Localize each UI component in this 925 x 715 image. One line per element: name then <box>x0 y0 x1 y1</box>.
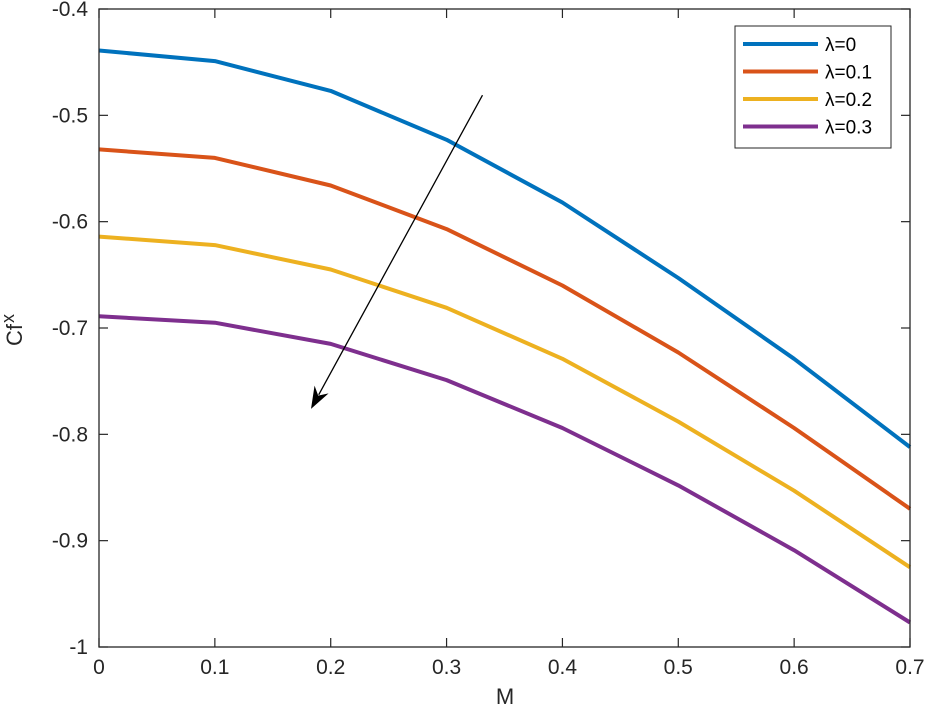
legend-label-3: λ=0.3 <box>825 118 872 139</box>
series-lines <box>98 48 912 625</box>
y-tick-label: -0.8 <box>52 423 88 446</box>
x-axis-tick-labels: 0 0.1 0.2 0.3 0.4 0.5 0.6 0.7 <box>93 656 924 679</box>
svg-text:Cfx: Cfx <box>0 314 27 346</box>
x-tick-label: 0 <box>93 656 105 679</box>
y-tick-label: -0.6 <box>52 211 88 234</box>
legend-label-1: λ=0.1 <box>825 63 872 84</box>
x-tick-label: 0.5 <box>664 656 693 679</box>
y-axis-label-main: Cf <box>2 323 27 346</box>
series-line-3 <box>98 314 912 625</box>
y-axis-tick-labels: -0.4 -0.5 -0.6 -0.7 -0.8 -0.9 -1 <box>52 0 89 659</box>
axes <box>98 8 911 648</box>
annotations <box>311 94 484 409</box>
arrow-line <box>318 94 484 396</box>
x-tick-label: 0.4 <box>548 656 578 679</box>
legend: λ=0 λ=0.1 λ=0.2 λ=0.3 <box>734 25 892 149</box>
x-axis-label: M <box>496 684 514 709</box>
x-tick-label: 0.3 <box>432 656 461 679</box>
series-line-1 <box>98 147 912 511</box>
y-axis-label-subscript: x <box>0 314 18 323</box>
y-tick-label: -0.9 <box>52 530 88 553</box>
x-tick-label: 0.6 <box>780 656 809 679</box>
arrow-head-icon <box>311 385 329 409</box>
x-tick-label: 0.1 <box>200 656 229 679</box>
y-tick-label: -0.5 <box>52 104 88 127</box>
series-line-2 <box>98 234 912 569</box>
y-axis-label: Cfx <box>0 314 27 346</box>
y-tick-label: -0.4 <box>52 0 89 21</box>
y-tick-label: -1 <box>69 636 88 659</box>
x-tick-label: 0.2 <box>316 656 345 679</box>
series-line-0 <box>98 48 912 449</box>
legend-label-0: λ=0 <box>825 35 856 56</box>
y-tick-label: -0.7 <box>52 317 88 340</box>
x-tick-label: 0.7 <box>895 656 924 679</box>
legend-label-2: λ=0.2 <box>825 90 872 111</box>
